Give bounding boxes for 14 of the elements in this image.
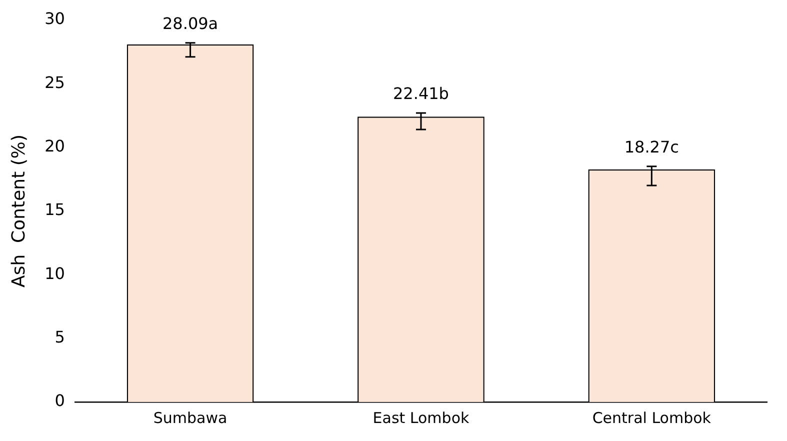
y-tick-label: 30: [44, 9, 65, 28]
data-label: 28.09a: [162, 14, 218, 34]
y-tick-label: 0: [54, 391, 65, 410]
y-tick-label: 5: [54, 327, 65, 346]
y-tick-label: 10: [44, 264, 65, 283]
y-tick-label: 20: [44, 136, 65, 156]
y-tick-label: 15: [44, 200, 65, 220]
data-label: 22.41b: [392, 84, 449, 104]
y-tick-label: 25: [44, 72, 65, 92]
x-tick-label: East Lombok: [372, 408, 470, 427]
x-tick-label: Central Lombok: [592, 408, 712, 427]
x-tick-label: Sumbawa: [153, 408, 228, 427]
y-axis-title: Ash Content (%): [8, 134, 30, 288]
data-label: 18.27c: [624, 138, 679, 157]
